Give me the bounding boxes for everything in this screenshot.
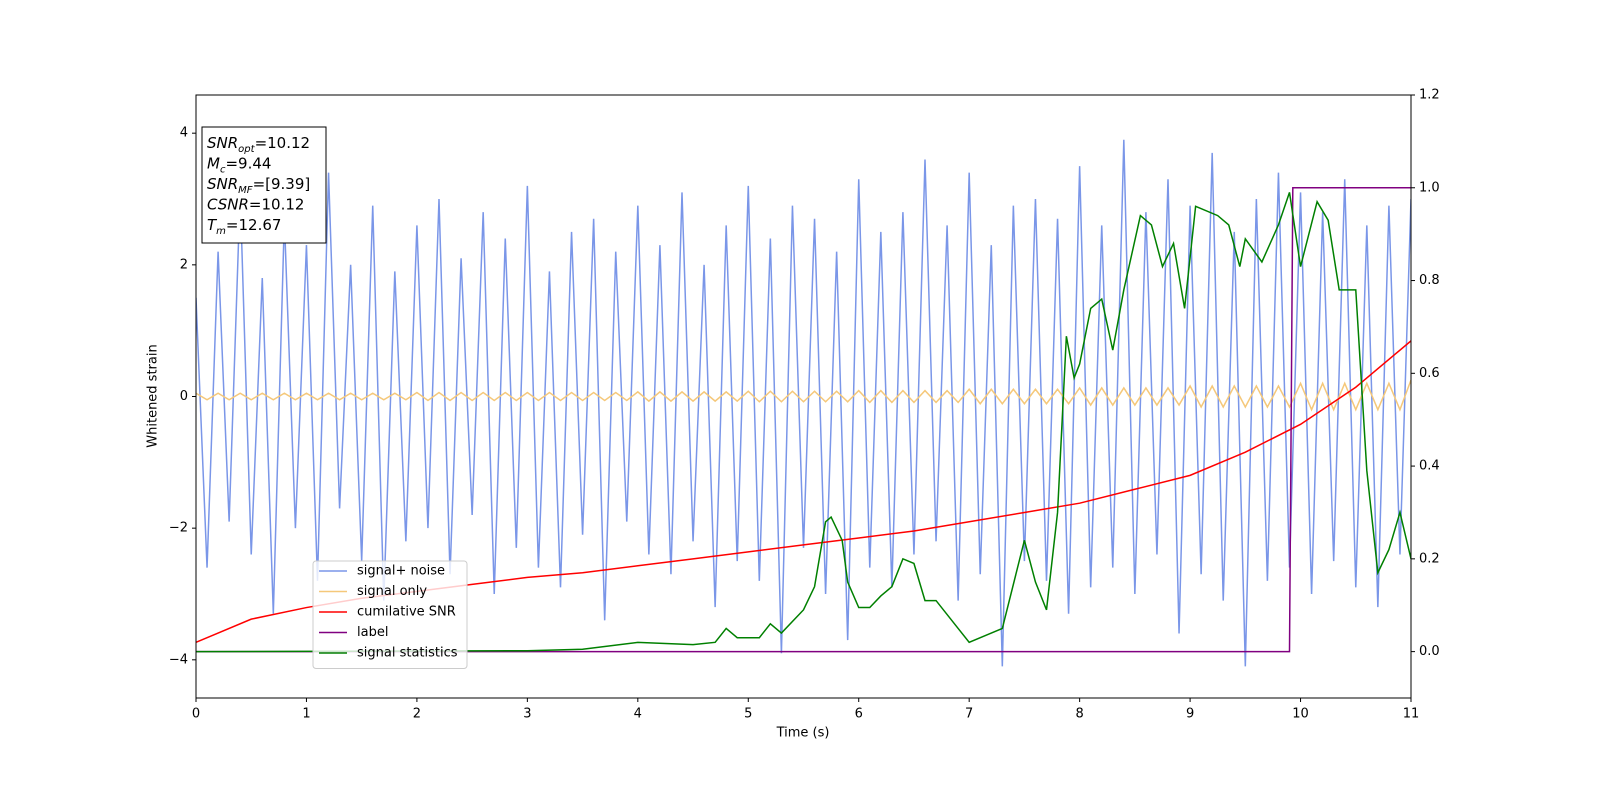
- x-tick-label: 2: [413, 707, 421, 722]
- x-tick-label: 9: [1186, 707, 1194, 722]
- x-tick-label: 7: [965, 707, 973, 722]
- annotation-value: =10.12: [249, 195, 305, 213]
- annotation: Mc=9.44: [207, 154, 271, 175]
- annotation-value: =10.12: [255, 134, 311, 152]
- annotation-value: =[9.39]: [253, 175, 311, 193]
- legend-label: signal statistics: [357, 646, 458, 661]
- y-tick-label: −2: [169, 521, 188, 536]
- series-line: [196, 192, 1411, 653]
- x-tick-label: 3: [523, 707, 531, 722]
- annotation: SNRMF=[9.39]: [207, 175, 310, 196]
- x-tick-label: 5: [744, 707, 752, 722]
- annotation-sub: c: [220, 164, 226, 175]
- y2-tick-label: 1.0: [1419, 180, 1440, 195]
- x-tick-label: 8: [1075, 707, 1083, 722]
- annotation-value: =9.44: [225, 154, 271, 172]
- y2-tick-label: 0.6: [1419, 366, 1440, 381]
- annotation-value: =12.67: [226, 216, 282, 234]
- annotation: Tm=12.67: [207, 216, 281, 237]
- x-tick-label: 6: [855, 707, 863, 722]
- legend-box: [312, 560, 468, 669]
- y2-tick-label: 0.8: [1419, 273, 1440, 288]
- annotation-name: SNR: [207, 175, 238, 193]
- annotation-name: SNR: [207, 134, 238, 152]
- annotation-box: [201, 126, 327, 244]
- y-axis-label: Whitened strain: [146, 344, 161, 447]
- annotation-name: CSNR: [207, 195, 249, 213]
- x-tick-label: 1: [302, 707, 310, 722]
- series-line: [196, 139, 1411, 667]
- y2-tick-label: 0.0: [1419, 644, 1440, 659]
- annotation-sub: m: [216, 226, 226, 237]
- series-line: [196, 379, 1411, 412]
- annotation-sub: opt: [238, 144, 255, 155]
- y-tick-label: −4: [169, 652, 188, 667]
- x-tick-label: 10: [1292, 707, 1309, 722]
- annotation-name: T: [207, 216, 218, 234]
- y2-tick-label: 0.2: [1419, 551, 1440, 566]
- y-tick-label: 0: [180, 389, 188, 404]
- legend-label: signal+ noise: [357, 564, 445, 579]
- y-tick-label: 4: [180, 126, 188, 141]
- annotation-sub: MF: [238, 185, 253, 196]
- x-axis-label: Time (s): [776, 726, 830, 741]
- legend-label: cumilative SNR: [357, 605, 456, 620]
- annotation-name: M: [207, 154, 220, 172]
- legend-label: label: [357, 625, 388, 640]
- x-tick-label: 0: [192, 707, 200, 722]
- y2-tick-label: 1.2: [1419, 88, 1440, 103]
- y-tick-label: 2: [180, 257, 188, 272]
- series-line: [196, 187, 1411, 653]
- y2-tick-label: 0.4: [1419, 459, 1440, 474]
- annotation: CSNR=10.12: [207, 195, 304, 213]
- legend-label: signal only: [357, 584, 427, 599]
- annotation: SNRopt=10.12: [207, 134, 310, 155]
- x-tick-label: 4: [634, 707, 642, 722]
- x-tick-label: 11: [1403, 707, 1420, 722]
